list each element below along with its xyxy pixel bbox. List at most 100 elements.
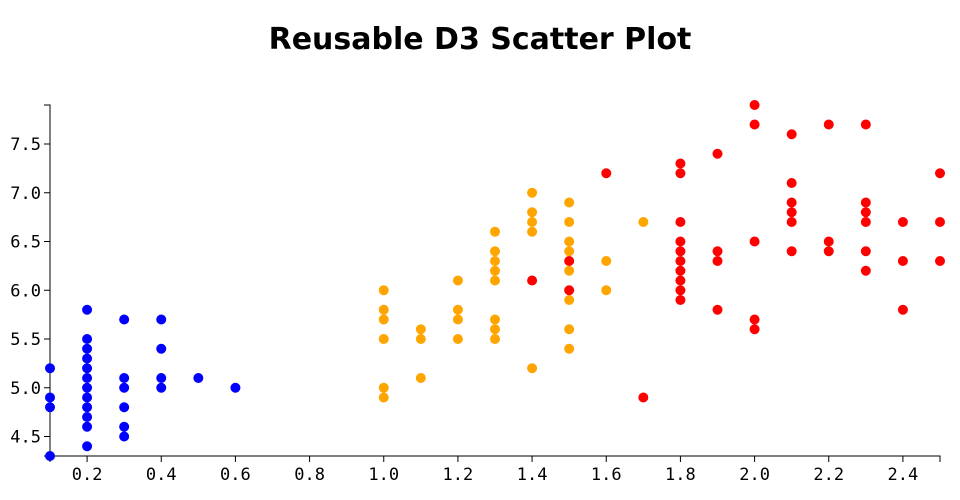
data-point (675, 246, 686, 257)
data-point (45, 363, 55, 374)
x-tick-label: 1.8 (665, 465, 696, 485)
data-point (527, 187, 538, 198)
data-point (897, 304, 908, 315)
data-point (378, 314, 389, 325)
data-point (119, 382, 130, 393)
x-axis: 0.2 0.4 0.6 0.8 1.0 1.2 1.4 1.6 1.8 2.0 2.2 2.4 (49, 455, 941, 485)
data-point (82, 412, 93, 422)
data-point (490, 226, 500, 237)
data-point (786, 129, 797, 140)
data-point (527, 226, 538, 237)
data-point (156, 382, 167, 393)
data-point (119, 402, 130, 413)
data-point (823, 236, 834, 247)
data-point (415, 334, 426, 344)
data-point (156, 373, 167, 383)
data-point (119, 421, 130, 432)
data-point (490, 275, 500, 286)
data-point (490, 265, 500, 276)
data-point (935, 217, 945, 227)
data-point (452, 314, 463, 325)
data-point (452, 304, 463, 315)
data-point (786, 197, 797, 208)
data-point (82, 402, 93, 413)
x-tick-label: 2.4 (888, 465, 919, 485)
data-point (230, 382, 241, 393)
data-point (786, 246, 797, 257)
data-point (564, 285, 575, 296)
x-axis-line (49, 455, 941, 462)
data-point (712, 304, 723, 315)
data-point (490, 246, 500, 257)
data-point (712, 148, 723, 159)
data-point (749, 100, 760, 110)
data-point (490, 334, 500, 344)
data-point (378, 392, 389, 403)
data-point (897, 217, 908, 227)
data-point (860, 207, 871, 218)
x-tick-label: 0.8 (294, 465, 325, 485)
data-point (156, 314, 167, 325)
data-point (786, 207, 797, 218)
data-point (935, 256, 945, 266)
x-tick-label: 0.2 (72, 465, 103, 485)
data-point (82, 334, 93, 344)
data-point (675, 295, 686, 305)
data-point (82, 304, 93, 315)
data-point (712, 256, 723, 266)
data-point (675, 168, 686, 179)
data-point (675, 158, 686, 169)
data-point (860, 265, 871, 276)
data-point (564, 265, 575, 276)
x-tick-label: 0.4 (146, 465, 177, 485)
data-point (601, 256, 612, 266)
data-point (82, 441, 93, 452)
data-point (823, 246, 834, 257)
data-point (638, 217, 649, 227)
data-point (490, 256, 500, 266)
x-tick-label: 2.2 (813, 465, 844, 485)
data-point (564, 256, 575, 266)
data-points (45, 100, 945, 461)
data-point (675, 236, 686, 247)
data-point (601, 285, 612, 296)
x-tick-label: 1.6 (591, 465, 622, 485)
y-tick-label: 7.0 (10, 184, 41, 204)
data-point (860, 246, 871, 257)
data-point (82, 373, 93, 383)
data-point (601, 168, 612, 179)
data-point (490, 324, 500, 335)
data-point (860, 197, 871, 208)
data-point (564, 197, 575, 208)
data-point (527, 217, 538, 227)
data-point (527, 207, 538, 218)
data-point (564, 324, 575, 335)
x-tick-label: 1.0 (368, 465, 399, 485)
data-point (712, 246, 723, 257)
y-tick-label: 6.5 (10, 233, 41, 253)
data-point (749, 324, 760, 335)
x-tick-label: 1.4 (517, 465, 548, 485)
data-point (564, 246, 575, 257)
data-point (860, 217, 871, 227)
data-point (638, 392, 649, 403)
y-tick-label: 4.5 (10, 428, 41, 448)
y-tick-label: 5.5 (10, 330, 41, 350)
data-point (786, 217, 797, 227)
data-point (675, 285, 686, 296)
data-point (415, 324, 426, 335)
data-point (935, 168, 945, 179)
data-point (82, 421, 93, 432)
data-point (82, 343, 93, 354)
x-tick-label: 0.6 (220, 465, 251, 485)
data-point (378, 285, 389, 296)
data-point (675, 217, 686, 227)
data-point (82, 353, 93, 364)
data-point (749, 314, 760, 325)
data-point (415, 373, 426, 383)
x-tick-label: 2.0 (739, 465, 770, 485)
x-tick-label: 1.2 (443, 465, 474, 485)
chart-title: Reusable D3 Scatter Plot (268, 22, 692, 57)
data-point (564, 236, 575, 247)
